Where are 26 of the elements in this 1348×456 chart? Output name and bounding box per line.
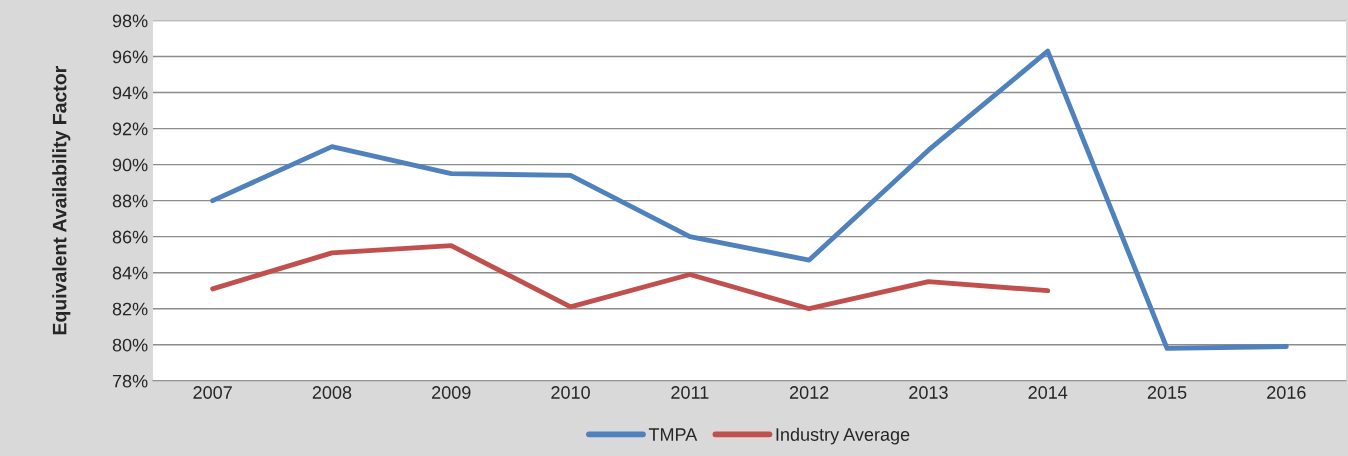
y-tick-label: 86% [112, 230, 148, 244]
y-tick-label: 78% [112, 374, 148, 388]
line-series [210, 48, 1289, 351]
x-tick-label: 2010 [551, 386, 590, 399]
y-tick-label: 80% [112, 338, 148, 352]
y-tick-label: 88% [112, 194, 148, 208]
y-axis-title: Equivalent Availability Factor [52, 66, 71, 335]
y-tick-label: 92% [112, 122, 148, 136]
y-tick-label: 82% [112, 302, 148, 316]
y-tick-label: 84% [112, 266, 148, 280]
y-tick-label: 94% [112, 86, 148, 100]
x-tick-label: 2012 [789, 386, 829, 399]
x-tick-label: 2008 [312, 386, 352, 399]
line-series [210, 243, 1051, 312]
x-tick-label: 2007 [193, 386, 232, 399]
x-tick-label: 2015 [1147, 386, 1187, 399]
x-tick-label: 2014 [1028, 386, 1068, 399]
y-tick-label: 98% [112, 14, 148, 28]
y-tick-label: 90% [112, 158, 148, 172]
legend-label: Industry Average [776, 427, 910, 445]
x-tick-label: 2011 [671, 386, 709, 399]
y-tick-label: 96% [112, 50, 148, 64]
legend-label: TMPA [648, 428, 698, 441]
x-tick-label: 2016 [1267, 386, 1306, 399]
x-tick-label: 2013 [909, 386, 948, 399]
x-tick-label: 2009 [432, 386, 471, 399]
